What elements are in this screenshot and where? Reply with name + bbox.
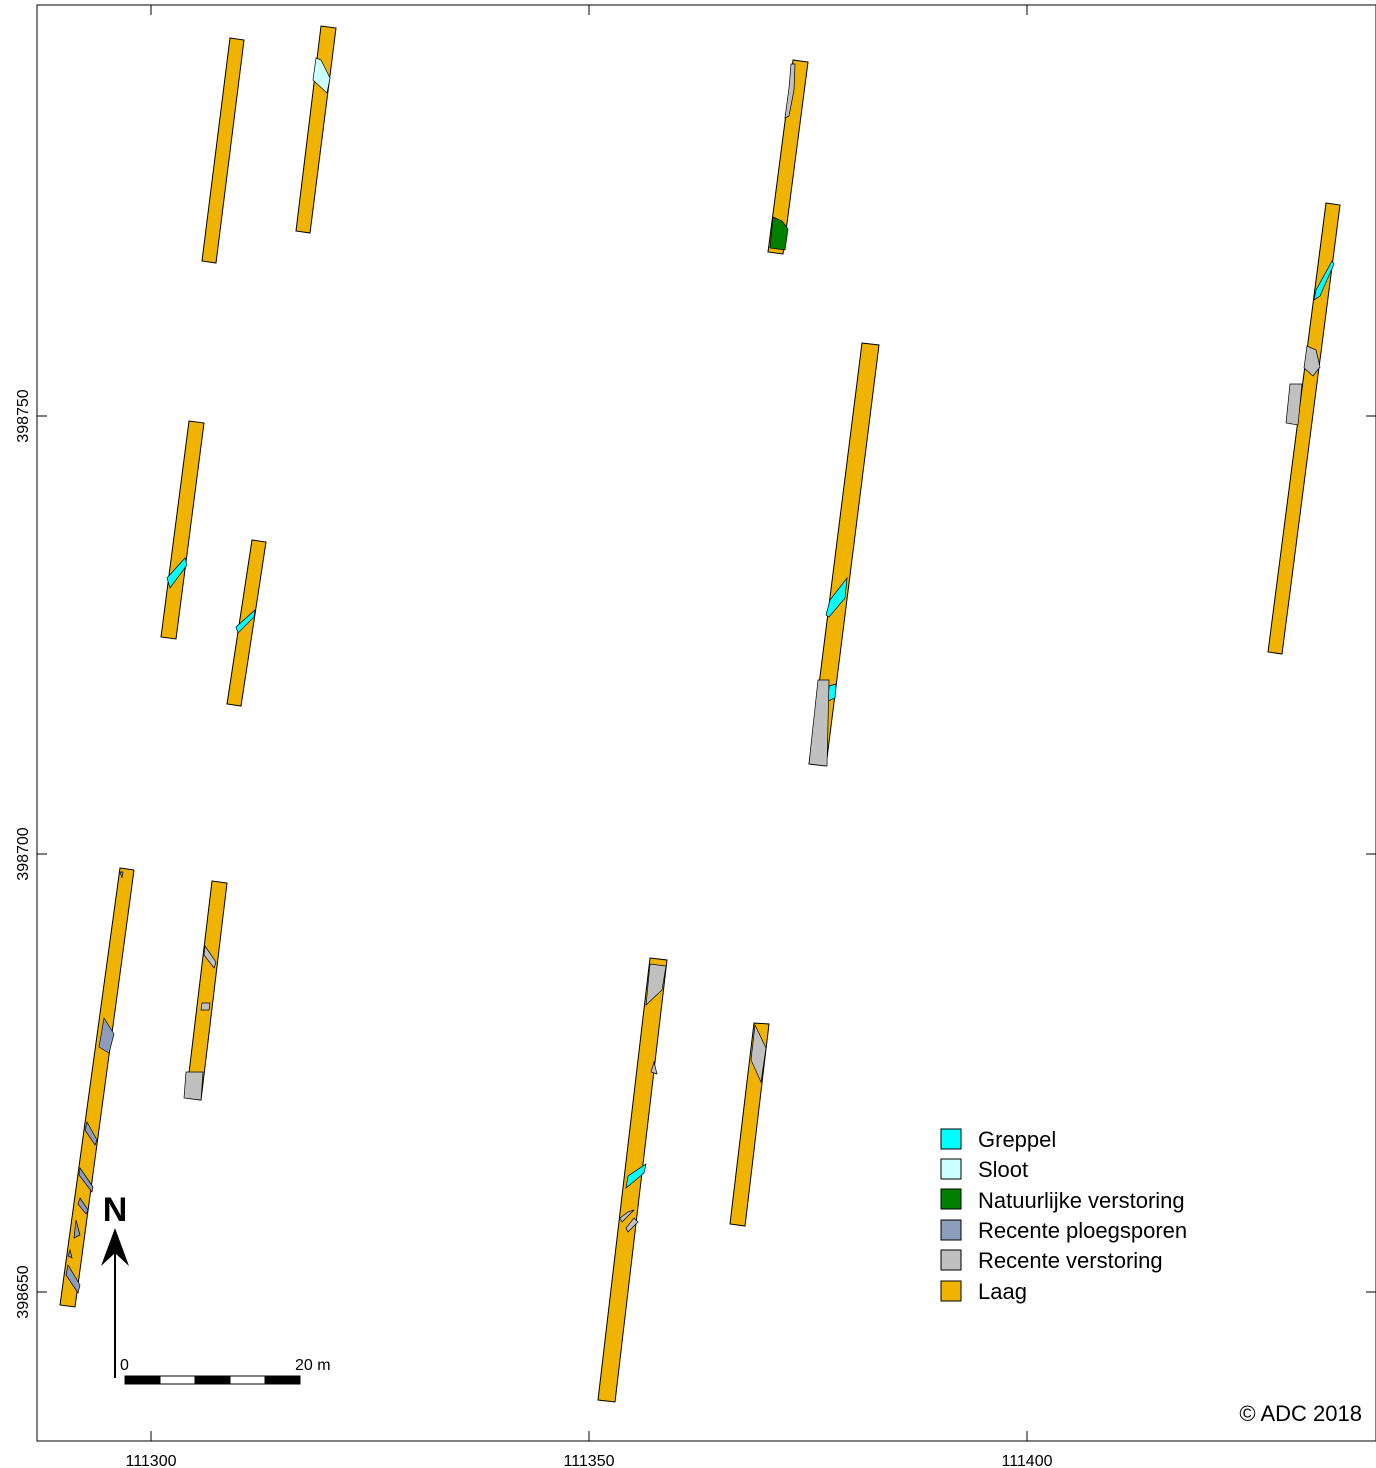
features xyxy=(65,57,1335,1294)
legend-swatch-recente-verstoring xyxy=(940,1249,962,1271)
greppel-feature xyxy=(166,557,188,589)
legend-label: Natuurlijke verstoring xyxy=(978,1188,1185,1213)
copyright: © ADC 2018 xyxy=(1239,1401,1362,1426)
legend-label: Laag xyxy=(978,1279,1027,1304)
tick-marks xyxy=(37,5,1376,1441)
legend-swatch-greppel xyxy=(940,1128,962,1150)
trench xyxy=(767,59,809,255)
recente-verstoring-feature xyxy=(808,679,830,767)
legend-label: Sloot xyxy=(978,1157,1028,1182)
recente-verstoring-feature xyxy=(750,1023,767,1084)
trench xyxy=(59,867,135,1308)
y-tick-label: 398700 xyxy=(15,827,32,880)
recente-verstoring-feature xyxy=(183,1071,204,1101)
y-tick-label: 398650 xyxy=(15,1265,32,1318)
legend-label: Recente verstoring xyxy=(978,1248,1163,1273)
x-tick-label: 111300 xyxy=(125,1453,176,1468)
recente-verstoring-feature xyxy=(619,1209,635,1223)
recente-ploegsporen-feature xyxy=(67,1248,73,1259)
recente-ploegsporen-feature xyxy=(78,1167,94,1193)
trench xyxy=(185,880,228,1101)
recente-verstoring-feature xyxy=(203,945,217,969)
north-arrow-head-icon xyxy=(101,1228,129,1266)
recente-verstoring-feature xyxy=(645,963,667,1006)
map-frame xyxy=(36,4,1376,1442)
trench xyxy=(295,25,337,234)
recente-ploegsporen-feature xyxy=(119,871,124,879)
y-tick-label: 398750 xyxy=(15,389,32,442)
recente-ploegsporen-feature xyxy=(65,1264,81,1294)
greppel-feature xyxy=(827,683,837,702)
scale-start-label: 0 xyxy=(120,1357,129,1374)
recente-verstoring-feature xyxy=(1285,383,1303,426)
legend-swatch-laag xyxy=(940,1280,962,1302)
recente-ploegsporen-feature xyxy=(98,1017,115,1054)
x-tick-label: 111350 xyxy=(563,1453,614,1468)
x-tick-label: 111400 xyxy=(1001,1453,1052,1468)
trench xyxy=(201,37,245,264)
scale-end-label: 20 m xyxy=(295,1357,331,1374)
recente-ploegsporen-feature xyxy=(73,1219,81,1239)
sloot-feature xyxy=(312,57,331,94)
recente-verstoring-feature xyxy=(200,1002,211,1011)
recente-verstoring-feature xyxy=(1303,345,1321,377)
recente-ploegsporen-feature xyxy=(84,1121,98,1146)
trench xyxy=(160,420,205,640)
greppel-feature xyxy=(1313,260,1335,301)
legend: Greppel Sloot Natuurlijke verstoring Rec… xyxy=(940,1127,1187,1304)
legend-label: Greppel xyxy=(978,1127,1056,1152)
natuurlijke-verstoring-feature xyxy=(769,216,789,251)
recente-ploegsporen-feature xyxy=(77,1197,89,1215)
recente-verstoring-feature xyxy=(784,63,796,119)
greppel-feature xyxy=(825,576,848,618)
legend-swatch-sloot xyxy=(940,1158,962,1180)
recente-verstoring-feature xyxy=(650,1060,658,1075)
trench xyxy=(1267,202,1341,655)
legend-label: Recente ploegsporen xyxy=(978,1218,1187,1243)
greppel-feature xyxy=(235,609,256,634)
scale-bar: 0 20 m xyxy=(120,1357,331,1385)
legend-swatch-recente-ploegsporen xyxy=(940,1219,962,1241)
greppel-feature xyxy=(625,1163,647,1189)
north-arrow: N xyxy=(101,1191,129,1378)
recente-verstoring-feature xyxy=(625,1217,639,1233)
legend-swatch-natuurlijke-verstoring xyxy=(940,1188,962,1210)
north-label: N xyxy=(103,1191,128,1229)
